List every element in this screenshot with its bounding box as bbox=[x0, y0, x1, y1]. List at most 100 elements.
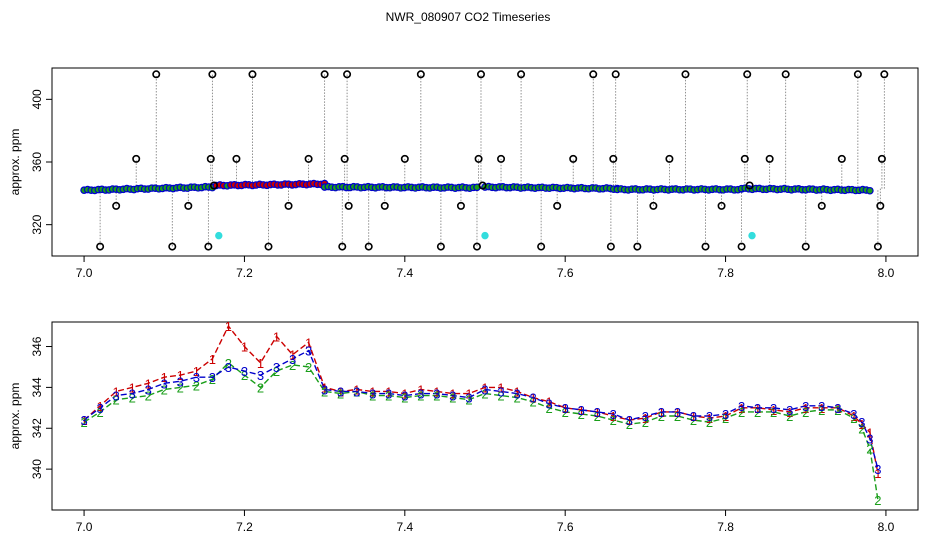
series-marker-2: 2 bbox=[642, 415, 649, 430]
y-tick-label: 344 bbox=[30, 377, 44, 397]
series-marker-1: 1 bbox=[209, 352, 216, 367]
outlier-point bbox=[206, 154, 215, 163]
outlier-point bbox=[264, 242, 273, 251]
series-marker-2: 2 bbox=[241, 368, 248, 383]
y-tick-label: 400 bbox=[30, 89, 44, 109]
series-marker-3: 3 bbox=[209, 370, 216, 385]
series-marker-1: 1 bbox=[658, 405, 665, 420]
series-marker-2: 2 bbox=[401, 391, 408, 406]
outlier-point bbox=[304, 154, 313, 163]
outlier-point bbox=[701, 242, 710, 251]
outlier-point bbox=[364, 242, 373, 251]
outlier-point bbox=[781, 70, 790, 79]
x-tick-label: 7.2 bbox=[236, 266, 253, 280]
series-marker-1: 1 bbox=[129, 380, 136, 395]
series-marker-1: 1 bbox=[546, 395, 553, 410]
outlier-point bbox=[338, 242, 347, 251]
outlier-point bbox=[611, 70, 620, 79]
series-marker-3: 3 bbox=[610, 407, 617, 422]
series-marker-3: 3 bbox=[770, 401, 777, 416]
series-marker-3: 3 bbox=[706, 409, 713, 424]
series-marker-1: 1 bbox=[305, 335, 312, 350]
outlier-point bbox=[478, 181, 487, 190]
series-marker-2: 2 bbox=[738, 405, 745, 420]
series-marker-2: 2 bbox=[674, 409, 681, 424]
series-marker-1: 1 bbox=[513, 384, 520, 399]
outlier-point bbox=[745, 181, 754, 190]
outlier-point bbox=[204, 242, 213, 251]
series-marker-3: 3 bbox=[353, 384, 360, 399]
series-marker-3: 3 bbox=[594, 405, 601, 420]
series-marker-2: 2 bbox=[113, 393, 120, 408]
series-marker-1: 1 bbox=[273, 329, 280, 344]
outlier-point bbox=[474, 154, 483, 163]
series-marker-2: 2 bbox=[129, 391, 136, 406]
series-marker-2: 2 bbox=[209, 372, 216, 387]
series-marker-2: 2 bbox=[770, 405, 777, 420]
outlier-point bbox=[717, 201, 726, 210]
series-marker-3: 3 bbox=[497, 384, 504, 399]
series-marker-2: 2 bbox=[802, 405, 809, 420]
series-marker-2: 2 bbox=[161, 382, 168, 397]
outlier-point bbox=[743, 70, 752, 79]
outlier-point bbox=[873, 242, 882, 251]
series-marker-1: 1 bbox=[321, 380, 328, 395]
series-marker-3: 3 bbox=[449, 389, 456, 404]
series-marker-2: 2 bbox=[610, 413, 617, 428]
series-marker-1: 1 bbox=[497, 380, 504, 395]
series-marker-3: 3 bbox=[674, 405, 681, 420]
series-marker-1: 1 bbox=[225, 319, 232, 334]
series-marker-3: 3 bbox=[513, 387, 520, 402]
series-marker-3: 3 bbox=[417, 387, 424, 402]
series-marker-2: 2 bbox=[858, 421, 865, 436]
series-marker-2: 2 bbox=[305, 360, 312, 375]
series-marker-3: 3 bbox=[626, 413, 633, 428]
series-marker-2: 2 bbox=[449, 391, 456, 406]
series-marker-2: 2 bbox=[289, 358, 296, 373]
series-marker-1: 1 bbox=[834, 401, 841, 416]
data-point bbox=[866, 186, 874, 195]
series-marker-1: 1 bbox=[690, 409, 697, 424]
series-marker-1: 1 bbox=[874, 466, 881, 481]
series-marker-3: 3 bbox=[642, 409, 649, 424]
series-marker-3: 3 bbox=[161, 376, 168, 391]
series-marker-3: 3 bbox=[722, 407, 729, 422]
series-marker-2: 2 bbox=[658, 409, 665, 424]
outlier-point bbox=[380, 201, 389, 210]
series-marker-1: 1 bbox=[626, 413, 633, 428]
y-tick-label: 342 bbox=[30, 418, 44, 438]
series-marker-1: 1 bbox=[866, 425, 873, 440]
series-marker-3: 3 bbox=[385, 387, 392, 402]
outlier-point bbox=[248, 70, 257, 79]
series-marker-2: 2 bbox=[321, 384, 328, 399]
x-tick-label: 7.0 bbox=[76, 266, 93, 280]
series-marker-3: 3 bbox=[481, 382, 488, 397]
outlier-point bbox=[880, 70, 889, 79]
series-marker-3: 3 bbox=[738, 399, 745, 414]
series-marker-2: 2 bbox=[337, 387, 344, 402]
series-marker-3: 3 bbox=[225, 360, 232, 375]
series-marker-3: 3 bbox=[562, 401, 569, 416]
series-marker-1: 1 bbox=[257, 356, 264, 371]
y-axis-title: approx. ppm bbox=[8, 383, 22, 450]
series-marker-2: 2 bbox=[433, 389, 440, 404]
outlier-point bbox=[633, 242, 642, 251]
outlier-point bbox=[681, 70, 690, 79]
series-marker-2: 2 bbox=[818, 403, 825, 418]
series-marker-3: 3 bbox=[866, 431, 873, 446]
series-marker-3: 3 bbox=[786, 403, 793, 418]
outlier-point bbox=[184, 201, 193, 210]
outlier-point bbox=[740, 154, 749, 163]
series-marker-1: 1 bbox=[80, 413, 87, 428]
outlier-point bbox=[737, 242, 746, 251]
y-tick-label: 320 bbox=[30, 214, 44, 234]
series-marker-2: 2 bbox=[225, 356, 232, 371]
series-marker-1: 1 bbox=[642, 411, 649, 426]
series-marker-2: 2 bbox=[850, 411, 857, 426]
series-marker-3: 3 bbox=[401, 389, 408, 404]
series-marker-3: 3 bbox=[321, 382, 328, 397]
x-tick-label: 7.6 bbox=[557, 266, 574, 280]
series-marker-3: 3 bbox=[858, 415, 865, 430]
series-marker-3: 3 bbox=[754, 401, 761, 416]
